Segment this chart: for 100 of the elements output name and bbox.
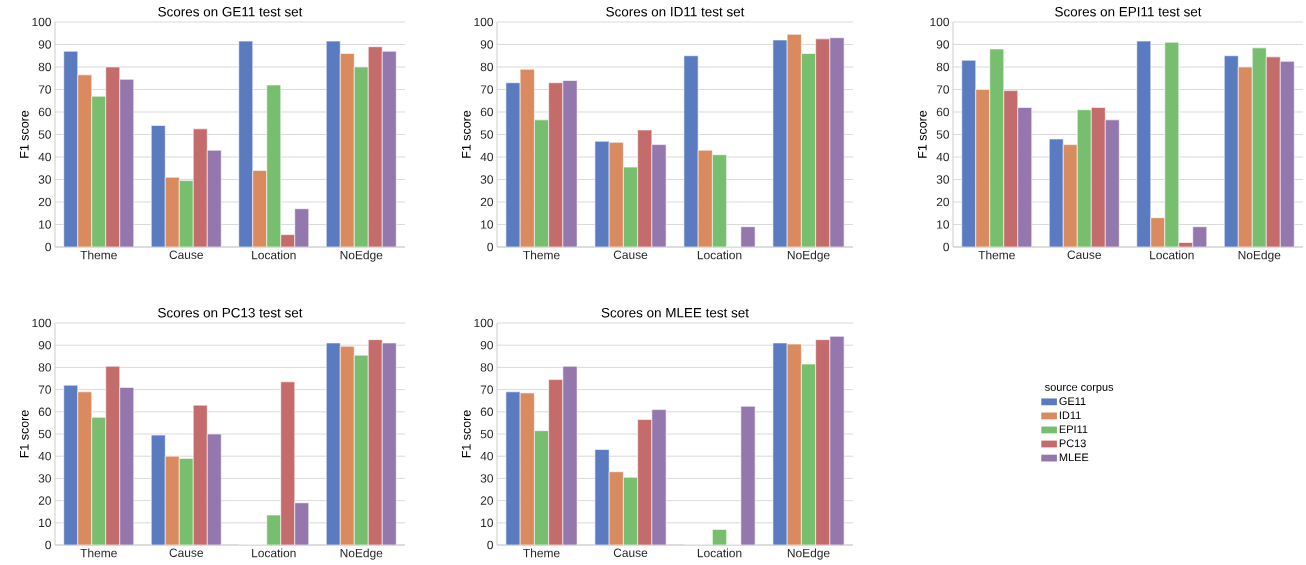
y-tick-label: 0 [45,242,52,252]
y-tick-label: 90 [936,40,950,49]
y-tick-label: 40 [480,152,494,162]
y-tick-label: 90 [480,40,494,49]
y-tick-label: 70 [38,385,52,394]
bar [206,149,222,247]
bar [325,40,341,247]
y-tick-label: 60 [38,407,52,417]
bar [1223,55,1239,247]
x-tick-label: Location [697,250,742,260]
bar [280,381,296,545]
y-tick-label: 100 [474,318,494,328]
y-axis-title: F1 score [20,110,29,158]
bar [608,471,624,545]
chart-title: Scores on MLEE test set [601,307,749,318]
y-tick-label: 30 [480,175,494,184]
bar [294,208,310,247]
bar [77,391,93,545]
bar [150,434,166,545]
y-tick-label: 20 [936,197,950,207]
y-tick-label: 60 [936,107,950,117]
bar [1136,40,1152,247]
bar [786,343,802,545]
x-tick-label: Theme [523,250,560,260]
bar [1164,41,1180,247]
bar [786,34,802,247]
bar [63,384,79,545]
x-tick-label: Cause [1067,250,1101,259]
y-tick-label: 60 [480,107,494,117]
y-tick-label: 50 [38,429,52,439]
bar [119,79,135,247]
x-tick-label: Theme [523,548,560,558]
chart-title: Scores on EPI11 test set [1055,6,1202,17]
y-tick-label: 10 [39,220,52,229]
y-tick-label: 40 [38,152,52,162]
y-tick-label: 10 [39,518,52,528]
bar [637,129,653,247]
x-tick-label: Theme [978,250,1015,260]
bar [815,38,831,247]
bar [164,455,180,545]
bar [150,125,166,247]
chart-title: Scores on GE11 test set [158,6,303,17]
y-tick-label: 40 [38,451,52,461]
y-tick-label: 70 [480,85,494,94]
bar [1048,138,1064,247]
legend-label: GE11 [1059,397,1086,406]
bar [989,48,1005,247]
bar [105,365,121,545]
x-tick-label: Theme [80,548,117,558]
bar [339,346,355,545]
y-tick-label: 30 [38,474,52,483]
y-tick-label: 40 [936,152,950,162]
bar [1076,109,1092,247]
y-tick-label: 60 [480,407,494,417]
y-tick-label: 50 [480,429,494,439]
legend-label: ID11 [1059,411,1081,419]
bar [353,354,369,545]
bar [381,342,397,545]
y-axis-title: F1 score [918,110,927,158]
bar [548,379,564,545]
x-tick-label: NoEdge [340,548,383,560]
bar [519,68,535,247]
y-tick-label: 10 [937,220,950,229]
legend-title: source corpus [1045,384,1114,394]
y-tick-label: 30 [936,175,950,184]
bar [534,430,549,545]
bar [815,339,831,545]
x-tick-label: NoEdge [340,250,383,262]
y-tick-label: 100 [32,318,52,328]
y-tick-label: 80 [480,363,494,372]
bar [697,149,713,247]
x-tick-label: Cause [613,548,648,557]
x-tick-label: Location [252,250,296,260]
bar [367,339,383,545]
x-tick-label: NoEdge [787,548,830,560]
y-axis-title: F1 score [462,410,471,458]
y-tick-label: 30 [480,474,494,483]
y-tick-label: 50 [936,130,950,139]
y-tick-label: 50 [38,130,52,139]
y-tick-label: 30 [38,175,52,184]
chart-title: Scores on PC13 test set [158,307,303,318]
y-tick-label: 70 [480,385,494,394]
y-tick-label: 100 [32,17,52,27]
bar [519,392,535,545]
bar [119,387,135,545]
y-tick-label: 80 [38,363,52,372]
bar [608,142,624,247]
y-tick-label: 70 [936,85,950,94]
y-tick-label: 100 [474,17,494,27]
x-tick-label: NoEdge [1238,250,1281,262]
x-tick-label: Location [697,548,742,558]
y-tick-label: 20 [480,496,494,505]
bar [178,458,194,545]
y-tick-label: 20 [38,496,52,505]
bar [637,419,653,545]
y-axis-title: F1 score [462,110,471,158]
y-tick-label: 80 [480,62,494,72]
bar [1251,47,1267,247]
bar [961,59,977,247]
y-tick-label: 20 [480,197,494,207]
